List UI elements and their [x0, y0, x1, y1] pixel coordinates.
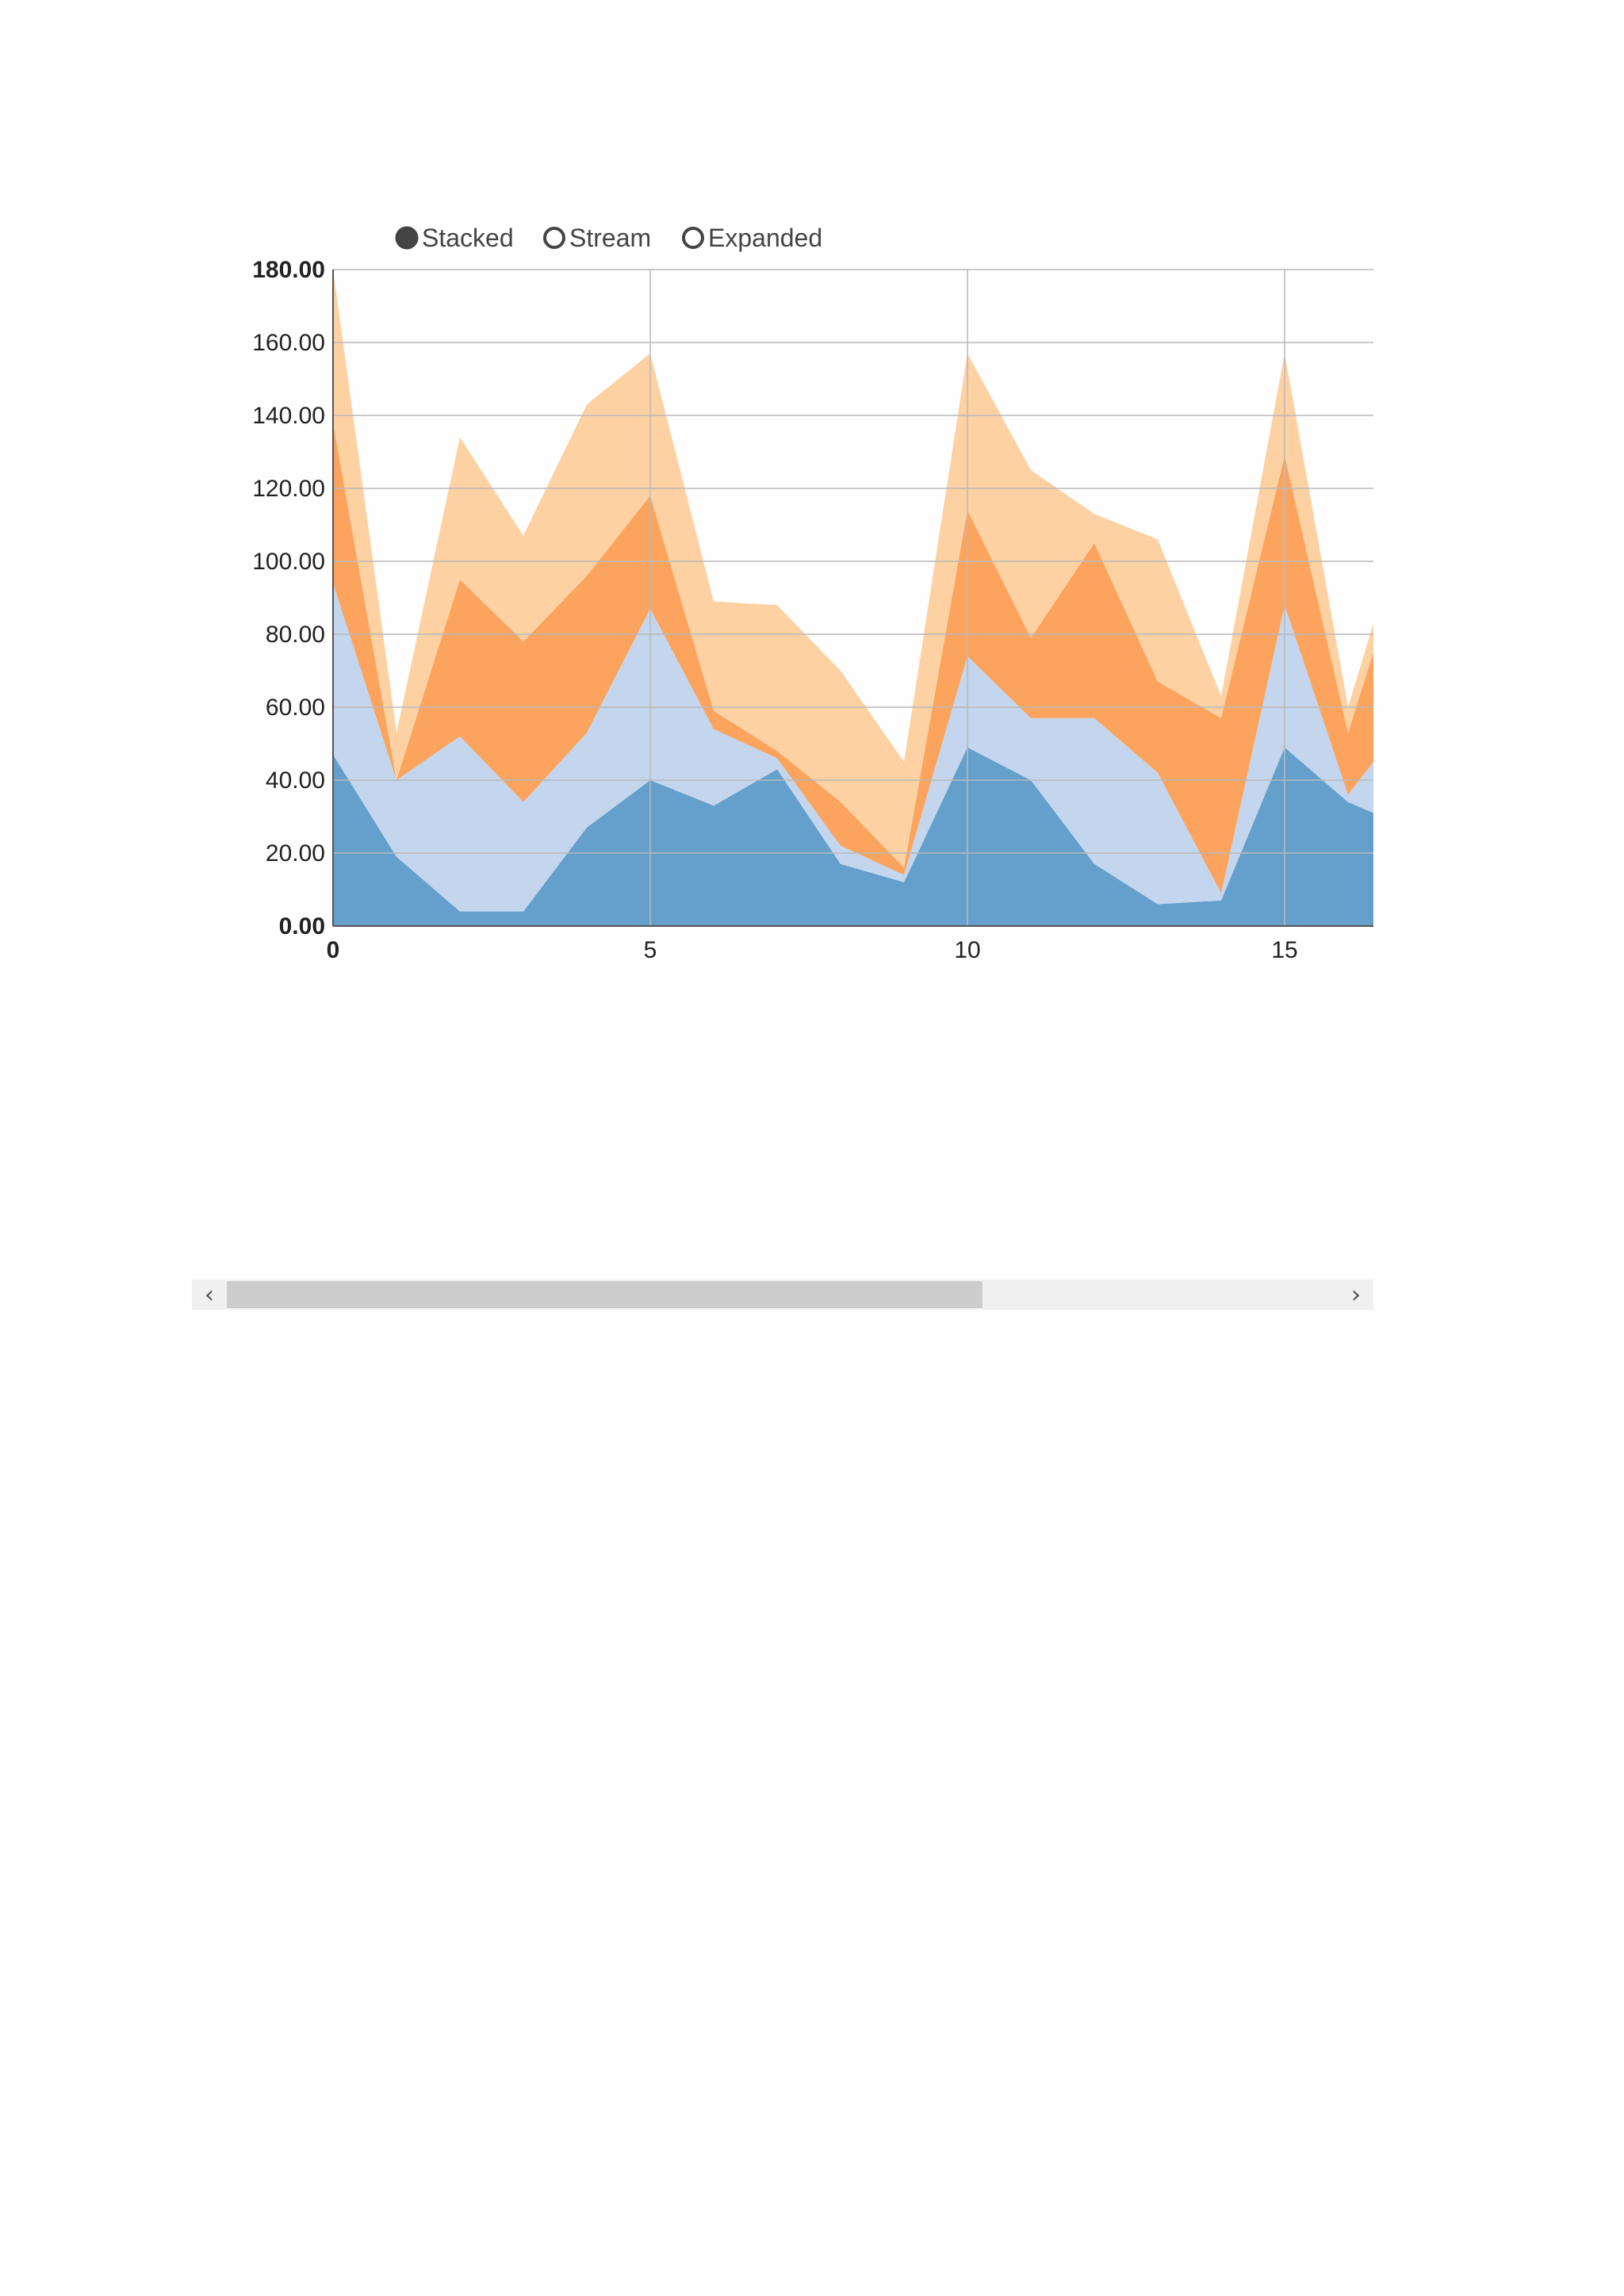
x-tick-label: 5 — [644, 937, 657, 963]
radio-unselected-icon[interactable] — [543, 227, 565, 249]
radio-selected-icon[interactable] — [395, 226, 419, 250]
y-tick-label: 140.00 — [252, 403, 325, 429]
radio-unselected-icon[interactable] — [682, 227, 704, 249]
y-tick-label: 120.00 — [252, 476, 325, 502]
y-axis-tick-labels: 0.00 20.00 40.00 60.00 80.00 100.00 120.00 140.… — [252, 257, 325, 939]
area-layers — [333, 270, 1373, 926]
y-tick-label: 80.00 — [266, 622, 325, 648]
legend-label-stream: Stream — [569, 224, 651, 252]
area-series-1[interactable] — [333, 747, 1373, 926]
legend-label-expanded: Expanded — [708, 224, 822, 252]
legend-option-stream[interactable]: Stream — [543, 224, 651, 252]
x-tick-label: 0 — [327, 937, 340, 963]
scroll-left-arrow-icon[interactable]: ‹ — [205, 1280, 214, 1309]
x-tick-label: 10 — [954, 937, 980, 963]
axes — [332, 270, 1373, 927]
legend-label-stacked: Stacked — [422, 224, 514, 252]
area-series-4[interactable] — [333, 270, 1373, 868]
horizontal-scrollbar[interactable]: ‹ › — [192, 1280, 1373, 1310]
y-tick-label: 180.00 — [252, 257, 325, 283]
area-series-3[interactable] — [333, 423, 1373, 894]
y-tick-label: 20.00 — [266, 840, 325, 867]
x-tick-label: 15 — [1271, 937, 1297, 963]
y-tick-label: 0.00 — [279, 913, 325, 939]
y-tick-label: 60.00 — [266, 695, 325, 721]
y-tick-label: 40.00 — [266, 767, 325, 794]
legend-option-stacked[interactable]: Stacked — [395, 224, 514, 252]
y-tick-label: 100.00 — [252, 549, 325, 575]
chart-legend: Stacked Stream Expanded — [395, 224, 822, 252]
scrollbar-thumb[interactable] — [227, 1281, 983, 1308]
legend-option-expanded[interactable]: Expanded — [682, 224, 822, 252]
area-series-2[interactable] — [333, 583, 1373, 912]
gridlines — [333, 269, 1373, 926]
y-tick-label: 160.00 — [252, 330, 325, 356]
scroll-right-arrow-icon[interactable]: › — [1351, 1280, 1361, 1309]
x-axis-tick-labels: 0 5 10 15 — [327, 937, 1298, 963]
